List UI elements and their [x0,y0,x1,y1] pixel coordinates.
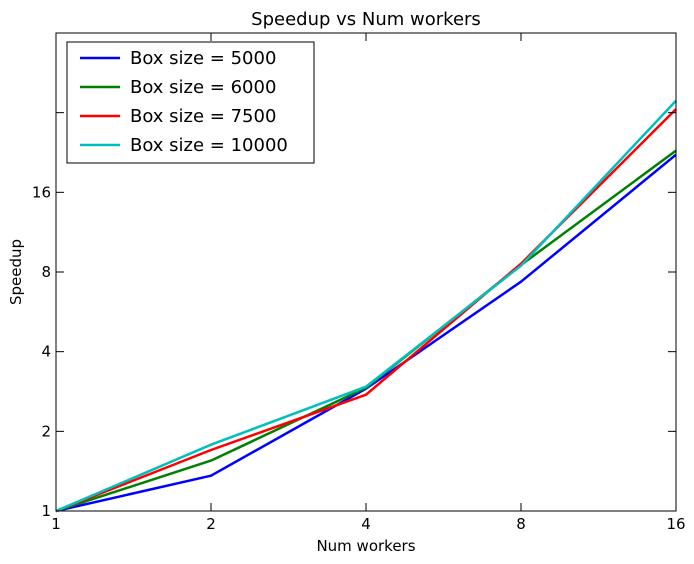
y-tick-label: 2 [41,422,51,440]
x-tick-label: 2 [206,515,216,533]
chart-title: Speedup vs Num workers [251,9,481,30]
legend-label-0: Box size = 5000 [130,48,276,69]
y-tick-label: 1 [41,502,51,520]
y-tick-label: 4 [41,343,51,361]
series-line-3 [55,99,677,513]
legend-items: Box size = 5000 Box size = 6000 Box size =… [80,48,288,156]
series-layer [55,99,677,513]
series-line-2 [55,108,677,513]
x-tick-label: 4 [361,515,371,533]
y-tick-label: 8 [41,263,51,281]
legend-label-2: Box size = 7500 [130,106,276,127]
legend: Box size = 5000 Box size = 6000 Box size =… [66,41,315,164]
series-line-1 [55,149,677,513]
x-tick-label: 8 [516,515,526,533]
x-tick-label: 1 [51,515,61,533]
ticks-layer: 1 2 4 8 16 1 2 4 8 16 [32,33,686,533]
legend-label-3: Box size = 10000 [130,135,288,156]
x-axis-title: Num workers [316,537,415,555]
y-tick-label: 16 [32,183,51,201]
y-axis-title: Speedup [7,239,25,305]
legend-label-1: Box size = 6000 [130,77,276,98]
series-line-0 [55,153,677,513]
legend-box [66,41,315,164]
x-tick-label: 16 [666,515,685,533]
